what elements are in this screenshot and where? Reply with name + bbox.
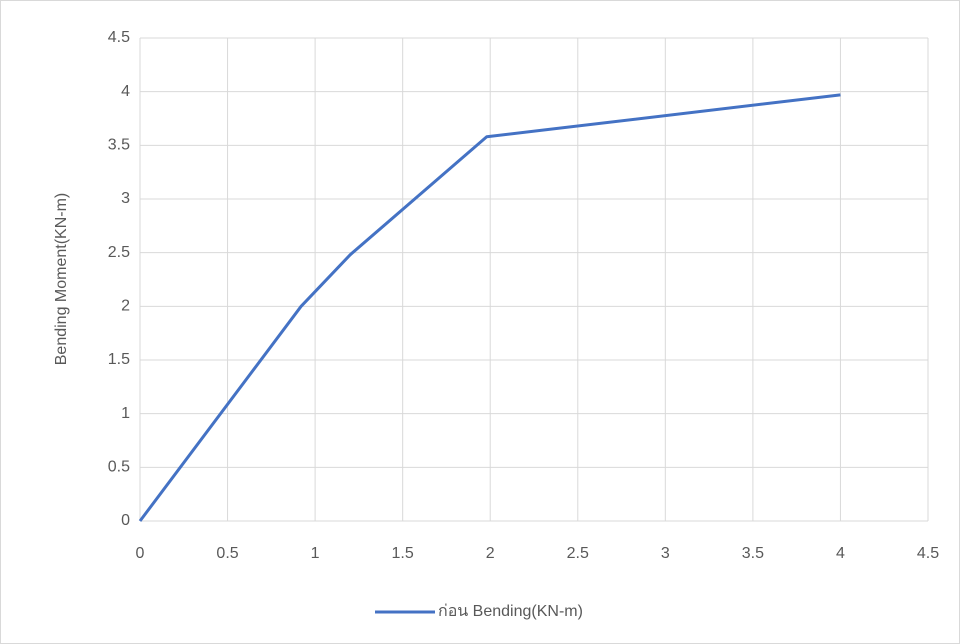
y-tick-label: 4 <box>121 83 130 100</box>
y-tick-label: 1.5 <box>108 351 130 368</box>
y-tick-label: 3.5 <box>108 137 130 154</box>
y-tick-label: 3 <box>121 190 130 207</box>
x-tick-label: 3.5 <box>742 545 764 562</box>
x-tick-label: 0 <box>136 545 145 562</box>
x-tick-label: 2.5 <box>567 545 589 562</box>
x-tick-label: 2 <box>486 545 495 562</box>
legend-label: ก่อน Bending(KN-m) <box>438 603 583 620</box>
y-tick-label: 0.5 <box>108 459 130 476</box>
y-tick-label: 1 <box>121 405 130 422</box>
y-tick-label: 0 <box>121 512 130 529</box>
x-tick-label: 1 <box>311 545 320 562</box>
y-tick-label: 2 <box>121 298 130 315</box>
x-tick-label: 4.5 <box>917 545 939 562</box>
y-tick-label: 2.5 <box>108 244 130 261</box>
x-tick-label: 1.5 <box>392 545 414 562</box>
y-tick-label: 4.5 <box>108 29 130 46</box>
x-tick-label: 0.5 <box>216 545 238 562</box>
y-axis-label: Bending Moment(KN-m) <box>53 193 70 366</box>
x-tick-label: 4 <box>836 545 845 562</box>
x-tick-label: 3 <box>661 545 670 562</box>
data-line <box>138 93 841 522</box>
